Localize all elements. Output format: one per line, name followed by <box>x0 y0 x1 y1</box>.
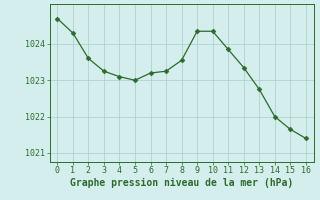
X-axis label: Graphe pression niveau de la mer (hPa): Graphe pression niveau de la mer (hPa) <box>70 178 293 188</box>
